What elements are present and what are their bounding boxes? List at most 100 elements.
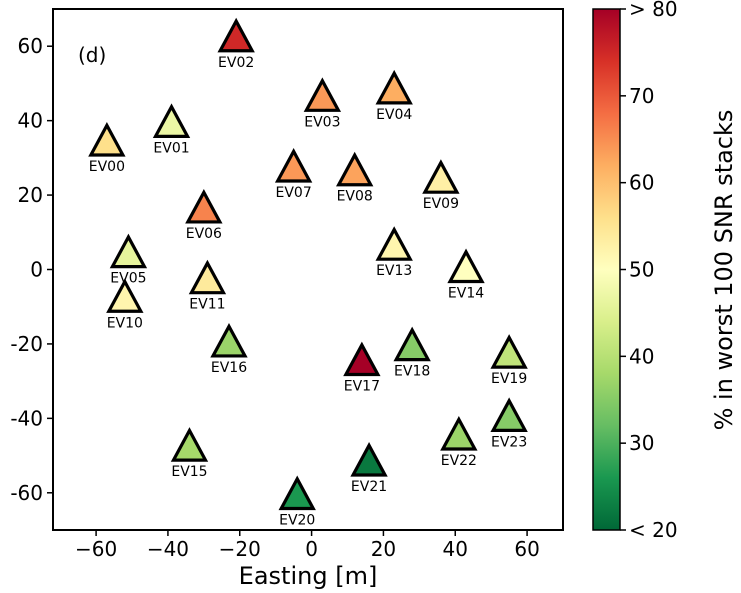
y-tick-label: 20	[18, 183, 43, 207]
event-triangle	[490, 397, 528, 432]
event-marker-ev01: EV01	[152, 103, 191, 156]
colorbar-tick-label: 30	[629, 431, 654, 455]
colorbar-ticks: < 20 30 40 50 60 70 > 80	[620, 0, 678, 542]
event-marker-ev00: EV00	[88, 122, 126, 175]
colorbar-tick-label: 60	[629, 171, 654, 195]
plot-area: EV00 EV01 EV02 EV03 EV04 EV05 EV06 EV07 EV08 EV09…	[88, 17, 528, 529]
event-marker-ev11: EV11	[188, 259, 227, 313]
y-tick-label: 60	[18, 34, 43, 58]
event-triangle	[170, 427, 209, 462]
colorbar-tick-label: 40	[629, 344, 654, 368]
x-tick-label: −60	[75, 537, 117, 561]
event-marker-ev04: EV04	[375, 69, 413, 123]
panel-label: (d)	[78, 43, 106, 67]
event-marker-ev10: EV10	[106, 278, 144, 331]
x-tick-label: −20	[219, 537, 261, 561]
event-triangle	[393, 326, 431, 362]
event-marker-ev06: EV06	[185, 188, 223, 242]
event-marker-ev22: EV22	[440, 415, 478, 469]
x-tick-label: 20	[371, 537, 396, 561]
event-label: EV15	[171, 464, 207, 480]
y-tick-label: 0	[30, 258, 43, 282]
y-tick-label: 40	[18, 109, 43, 133]
event-label: EV08	[337, 189, 373, 205]
event-marker-ev15: EV15	[170, 427, 209, 480]
y-tick-label: -20	[10, 332, 43, 356]
event-marker-ev19: EV19	[490, 334, 528, 387]
event-marker-ev23: EV23	[490, 397, 528, 450]
event-triangle	[188, 259, 227, 295]
y-tick-label: -60	[10, 481, 43, 505]
event-label: EV14	[448, 286, 484, 302]
colorbar-tick-label: 70	[629, 84, 654, 108]
event-triangle	[217, 17, 255, 53]
plot-frame	[52, 8, 564, 531]
event-triangle	[440, 415, 478, 451]
event-label: EV05	[110, 271, 146, 287]
event-label: EV18	[394, 364, 430, 380]
event-triangle	[278, 475, 316, 511]
event-marker-ev14: EV14	[447, 248, 485, 302]
event-triangle	[422, 159, 460, 194]
x-tick-label: 0	[305, 537, 318, 561]
event-label: EV06	[186, 226, 222, 242]
event-marker-ev08: EV08	[336, 151, 374, 205]
colorbar-tick-label: < 20	[629, 518, 678, 542]
event-label: EV07	[276, 185, 312, 201]
y-tick-label: -40	[10, 406, 43, 430]
event-label: EV22	[441, 453, 477, 469]
event-marker-ev17: EV17	[343, 341, 381, 395]
event-triangle	[336, 151, 374, 187]
x-axis-ticks: −60 −40 −20 0 20 40 60	[75, 530, 540, 561]
event-triangle	[88, 122, 126, 157]
event-triangle	[185, 188, 223, 224]
event-label: EV01	[153, 140, 189, 156]
event-marker-ev20: EV20	[278, 475, 316, 529]
event-marker-ev13: EV13	[375, 226, 413, 279]
event-label: EV13	[376, 263, 412, 279]
event-label: EV03	[304, 114, 340, 130]
colorbar-tick-label: > 80	[629, 0, 678, 21]
event-label: EV00	[89, 159, 125, 175]
x-axis-title: Easting [m]	[239, 562, 378, 590]
event-marker-ev16: EV16	[210, 322, 248, 376]
event-triangle	[447, 248, 485, 284]
x-tick-label: 40	[443, 537, 468, 561]
event-triangle	[343, 341, 381, 377]
event-label: EV19	[491, 371, 527, 387]
y-axis-ticks: -60 -40 -20 0 20 40 60	[10, 34, 53, 505]
x-tick-label: 60	[514, 537, 539, 561]
event-triangle	[350, 442, 388, 477]
event-label: EV09	[423, 196, 459, 212]
colorbar-tick-label: 50	[629, 258, 654, 282]
event-triangle	[106, 278, 144, 313]
event-triangle	[490, 334, 528, 369]
colorbar-title: % in worst 100 SNR stacks	[710, 110, 738, 431]
event-label: EV21	[351, 479, 387, 495]
event-triangle	[375, 69, 413, 105]
event-marker-ev18: EV18	[393, 326, 431, 380]
event-label: EV23	[491, 434, 527, 450]
event-triangle	[109, 233, 148, 269]
event-marker-ev07: EV07	[274, 148, 313, 201]
event-marker-ev05: EV05	[109, 233, 148, 287]
event-triangle	[375, 226, 413, 261]
event-triangle	[210, 322, 248, 358]
event-label: EV17	[344, 379, 380, 395]
event-label: EV02	[218, 55, 254, 71]
event-label: EV11	[189, 297, 225, 313]
event-label: EV04	[376, 107, 412, 123]
event-label: EV20	[279, 513, 315, 529]
event-marker-ev09: EV09	[422, 159, 460, 212]
colorbar	[592, 8, 621, 531]
event-label: EV10	[107, 315, 143, 331]
event-marker-ev02: EV02	[217, 17, 255, 71]
event-triangle	[152, 103, 191, 138]
event-marker-ev21: EV21	[350, 442, 388, 495]
event-label: EV16	[211, 360, 247, 376]
event-triangle	[274, 148, 313, 183]
event-triangle	[303, 77, 342, 112]
x-tick-label: −40	[147, 537, 189, 561]
event-marker-ev03: EV03	[303, 77, 342, 130]
